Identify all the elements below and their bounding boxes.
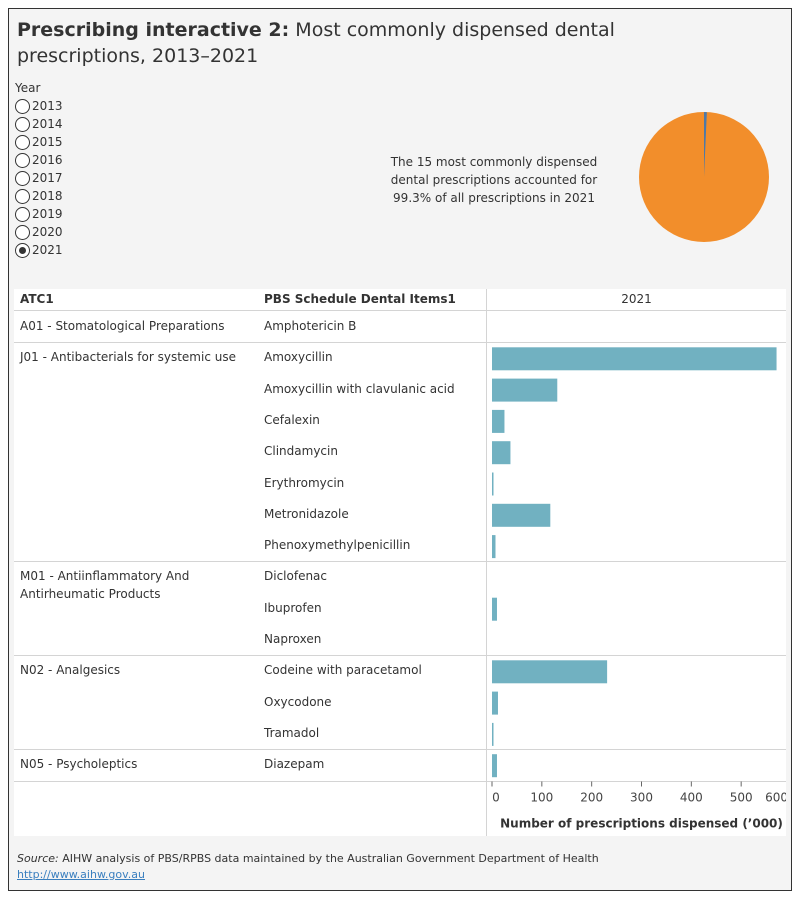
year-option-2013[interactable]: 2013 bbox=[15, 97, 63, 115]
year-option-label: 2017 bbox=[32, 171, 63, 185]
bar-tramadol[interactable] bbox=[492, 722, 494, 746]
bar-chart: 0 100 200 300 400 500 600 Number of prescriptio… bbox=[491, 347, 786, 831]
item-label: Erythromycin bbox=[264, 475, 345, 490]
pie-slice-other[interactable] bbox=[704, 112, 707, 177]
summary-text: The 15 most commonly dispensed dental pr… bbox=[390, 155, 598, 205]
item-label: Amphotericin B bbox=[264, 319, 357, 333]
row-divider bbox=[14, 310, 786, 311]
axis-tick-label: 0 bbox=[492, 791, 500, 805]
bar-amoxycillin[interactable] bbox=[492, 347, 777, 371]
radio-icon[interactable] bbox=[15, 189, 30, 204]
year-option-label: 2018 bbox=[32, 189, 63, 203]
title-rest: Most commonly dispensed dental prescript… bbox=[17, 19, 615, 67]
radio-icon[interactable] bbox=[15, 153, 30, 168]
year-option-2018[interactable]: 2018 bbox=[15, 187, 63, 205]
atc-group-label: N02 - Analgesics bbox=[20, 663, 121, 678]
header-item: PBS Schedule Dental Items1 bbox=[264, 292, 456, 306]
year-option-label: 2013 bbox=[32, 99, 63, 113]
year-option-label: 2021 bbox=[32, 243, 63, 257]
axis-tick-label: 300 bbox=[630, 791, 653, 805]
year-option-2014[interactable]: 2014 bbox=[15, 115, 63, 133]
year-option-2019[interactable]: 2019 bbox=[15, 205, 63, 223]
year-filter-label: Year bbox=[15, 81, 41, 95]
year-option-label: 2014 bbox=[32, 117, 63, 131]
axis-tick-label: 100 bbox=[530, 791, 553, 805]
page-title: Prescribing interactive 2: Most commonly… bbox=[17, 17, 737, 69]
year-option-2020[interactable]: 2020 bbox=[15, 223, 63, 241]
year-option-label: 2015 bbox=[32, 135, 63, 149]
radio-icon[interactable] bbox=[15, 99, 30, 114]
item-label: Oxycodone bbox=[264, 694, 332, 709]
bar-phenoxymethylpenicillin[interactable] bbox=[492, 535, 496, 559]
item-label: Clindamycin bbox=[264, 444, 338, 459]
share-pie-chart bbox=[639, 112, 769, 242]
bar-ibuprofen[interactable] bbox=[492, 597, 497, 621]
source-text: AIHW analysis of PBS/RPBS data maintaine… bbox=[58, 852, 599, 865]
item-label: Cefalexin bbox=[264, 412, 320, 427]
item-label: Codeine with paracetamol bbox=[264, 663, 422, 678]
item-label: Diclofenac bbox=[264, 569, 328, 584]
atc-group-label: J01 - Antibacterials for systemic use bbox=[20, 350, 236, 365]
item-label: Tramadol bbox=[264, 725, 320, 740]
title-bold: Prescribing interactive 2: bbox=[17, 19, 290, 41]
year-option-2021[interactable]: 2021 bbox=[15, 241, 63, 259]
header-atc: ATC1 bbox=[20, 292, 54, 306]
bar-metronidazole[interactable] bbox=[492, 503, 551, 527]
row-divider bbox=[14, 561, 786, 563]
year-option-2015[interactable]: 2015 bbox=[15, 133, 63, 151]
row-divider bbox=[14, 342, 786, 344]
source-note: Source: AIHW analysis of PBS/RPBS data m… bbox=[17, 851, 599, 883]
year-option-2016[interactable]: 2016 bbox=[15, 151, 63, 169]
year-option-label: 2020 bbox=[32, 225, 63, 239]
item-label: Diazepam bbox=[264, 757, 325, 772]
dashboard-frame: Prescribing interactive 2: Most commonly… bbox=[8, 8, 792, 891]
year-option-label: 2019 bbox=[32, 207, 63, 221]
item-label: Amoxycillin with clavulanic acid bbox=[264, 381, 455, 396]
bar-clindamycin[interactable] bbox=[492, 441, 511, 465]
item-label: Naproxen bbox=[264, 632, 322, 646]
radio-icon[interactable] bbox=[15, 207, 30, 222]
axis-tick-label: 500 bbox=[730, 791, 753, 805]
bar-amoxycillin-with-clavulanic-acid[interactable] bbox=[492, 378, 558, 402]
axis-tick-label: 400 bbox=[680, 791, 703, 805]
prescriptions-table: ATC1 PBS Schedule Dental Items1 2021 A01… bbox=[14, 289, 786, 836]
bar-diazepam[interactable] bbox=[492, 754, 497, 778]
item-label: Amoxycillin bbox=[264, 350, 333, 365]
radio-icon[interactable] bbox=[15, 225, 30, 240]
atc-group-label: A01 - Stomatological Preparations bbox=[20, 319, 225, 333]
source-label: Source: bbox=[17, 852, 59, 865]
item-label: Metronidazole bbox=[264, 506, 349, 521]
row-divider bbox=[14, 655, 786, 657]
item-label: Phenoxymethylpenicillin bbox=[264, 538, 411, 553]
header-year: 2021 bbox=[487, 289, 786, 310]
radio-icon[interactable] bbox=[15, 135, 30, 150]
year-option-label: 2016 bbox=[32, 153, 63, 167]
bar-erythromycin[interactable] bbox=[492, 472, 494, 496]
axis-tick-label: 200 bbox=[580, 791, 603, 805]
bar-cefalexin[interactable] bbox=[492, 409, 505, 433]
row-divider bbox=[14, 749, 786, 751]
atc-group-label: N05 - Psycholeptics bbox=[20, 757, 138, 772]
radio-icon[interactable] bbox=[15, 117, 30, 132]
axis-tick-label: 600 bbox=[765, 791, 786, 805]
bar-oxycodone[interactable] bbox=[492, 691, 498, 715]
row-divider bbox=[14, 780, 786, 782]
x-axis-title: Number of prescriptions dispensed (’000) bbox=[500, 817, 783, 831]
radio-icon[interactable] bbox=[15, 243, 30, 258]
atc-group-label: M01 - Antiinflammatory And Antirheumatic… bbox=[20, 569, 190, 602]
bar-codeine-with-paracetamol[interactable] bbox=[492, 660, 608, 684]
radio-icon[interactable] bbox=[15, 171, 30, 186]
year-option-2017[interactable]: 2017 bbox=[15, 169, 63, 187]
source-link[interactable]: http://www.aihw.gov.au bbox=[17, 868, 146, 881]
item-label: Ibuprofen bbox=[264, 600, 322, 615]
